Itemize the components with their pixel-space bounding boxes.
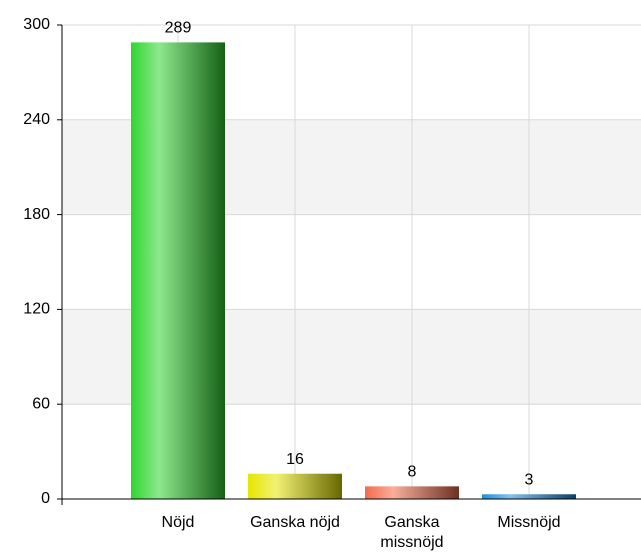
y-tick-label: 180 (23, 206, 50, 223)
value-label: 8 (408, 464, 417, 481)
bar (131, 42, 225, 499)
y-tick-label: 120 (23, 301, 50, 318)
value-label: 3 (525, 471, 534, 488)
y-tick-label: 60 (32, 395, 50, 412)
x-tick-label: Nöjd (161, 514, 195, 531)
bar (248, 473, 342, 499)
bar (365, 486, 459, 499)
y-tick-label: 0 (41, 490, 50, 507)
y-tick-label: 240 (23, 111, 50, 128)
value-label: 289 (165, 20, 192, 37)
bar (482, 494, 576, 499)
value-label: 16 (286, 451, 304, 468)
x-tick-label: Ganska missnöjd (380, 514, 444, 551)
x-tick-label: Ganska nöjd (250, 514, 340, 531)
x-tick-label: Missnöjd (497, 514, 561, 531)
y-tick-label: 300 (23, 16, 50, 33)
